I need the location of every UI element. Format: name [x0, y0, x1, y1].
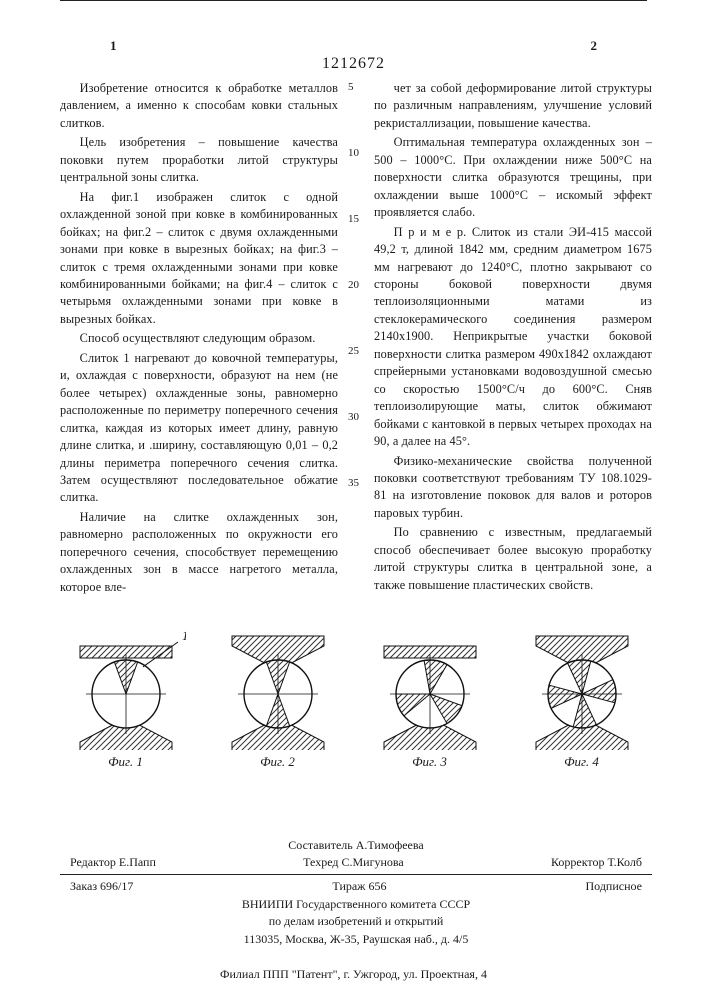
document-number: 1212672	[322, 55, 385, 73]
corrector-label: Корректор Т.Колб	[551, 854, 642, 871]
paragraph: П р и м е р. Слиток из стали ЭИ-415 масс…	[374, 224, 652, 451]
paragraph: Наличие на слитке охлажденных зон, равно…	[60, 509, 338, 596]
figures-row: 1 Фиг. 1 Фиг. 2 Фиг. 3	[0, 630, 707, 770]
org-line-3: 113035, Москва, Ж-35, Раушская наб., д. …	[60, 931, 652, 948]
paragraph: На фиг.1 изображен слиток с одной охлажд…	[60, 189, 338, 329]
figure-svg	[370, 630, 490, 750]
paragraph: чет за собой деформирование литой структ…	[374, 80, 652, 132]
figure-label: Фиг. 4	[564, 754, 599, 770]
order-number: Заказ 696/17	[70, 878, 133, 895]
figure-label: Фиг. 2	[260, 754, 295, 770]
paragraph: Физико-механические свойства полученной …	[374, 453, 652, 523]
page-number-left: 1	[110, 38, 117, 54]
podpis-label: Подписное	[586, 878, 643, 895]
org-line-2: по делам изобретений и открытий	[60, 913, 652, 930]
editor-label: Редактор Е.Папп	[70, 854, 156, 871]
techred-label: Техред С.Мигунова	[303, 854, 404, 871]
compiler-line: Составитель А.Тимофеева	[60, 837, 652, 854]
figure-svg	[218, 630, 338, 750]
body-columns: Изобретение относится к обработке металл…	[60, 80, 652, 598]
page-number-right: 2	[591, 38, 598, 54]
figure-item: Фиг. 2	[218, 630, 338, 770]
tirazh-label: Тираж 656	[332, 878, 386, 895]
paragraph: Изобретение относится к обработке металл…	[60, 80, 338, 132]
svg-text:1: 1	[182, 630, 186, 643]
org-line-1: ВНИИПИ Государственного комитета СССР	[60, 896, 652, 913]
paragraph: Цель изобретения – повышение качества по…	[60, 134, 338, 186]
figure-item: Фиг. 3	[370, 630, 490, 770]
figure-svg	[522, 630, 642, 750]
paragraph: Оптимальная температура охлажденных зон …	[374, 134, 652, 221]
column-right: чет за собой деформирование литой структ…	[374, 80, 652, 598]
figure-label: Фиг. 1	[108, 754, 143, 770]
credits-block: Составитель А.Тимофеева Редактор Е.Папп …	[60, 837, 652, 948]
figure-label: Фиг. 3	[412, 754, 447, 770]
paragraph: Способ осуществляют следующим образом.	[60, 330, 338, 347]
figure-item: 1 Фиг. 1	[66, 630, 186, 770]
paragraph: По сравнению с известным, предлагаемый с…	[374, 524, 652, 594]
figure-item: Фиг. 4	[522, 630, 642, 770]
figure-svg: 1	[66, 630, 186, 750]
paragraph: Слиток 1 нагревают до ковочной температу…	[60, 350, 338, 507]
column-left: Изобретение относится к обработке металл…	[60, 80, 338, 598]
footer-line: Филиал ППП "Патент", г. Ужгород, ул. Про…	[0, 967, 707, 982]
